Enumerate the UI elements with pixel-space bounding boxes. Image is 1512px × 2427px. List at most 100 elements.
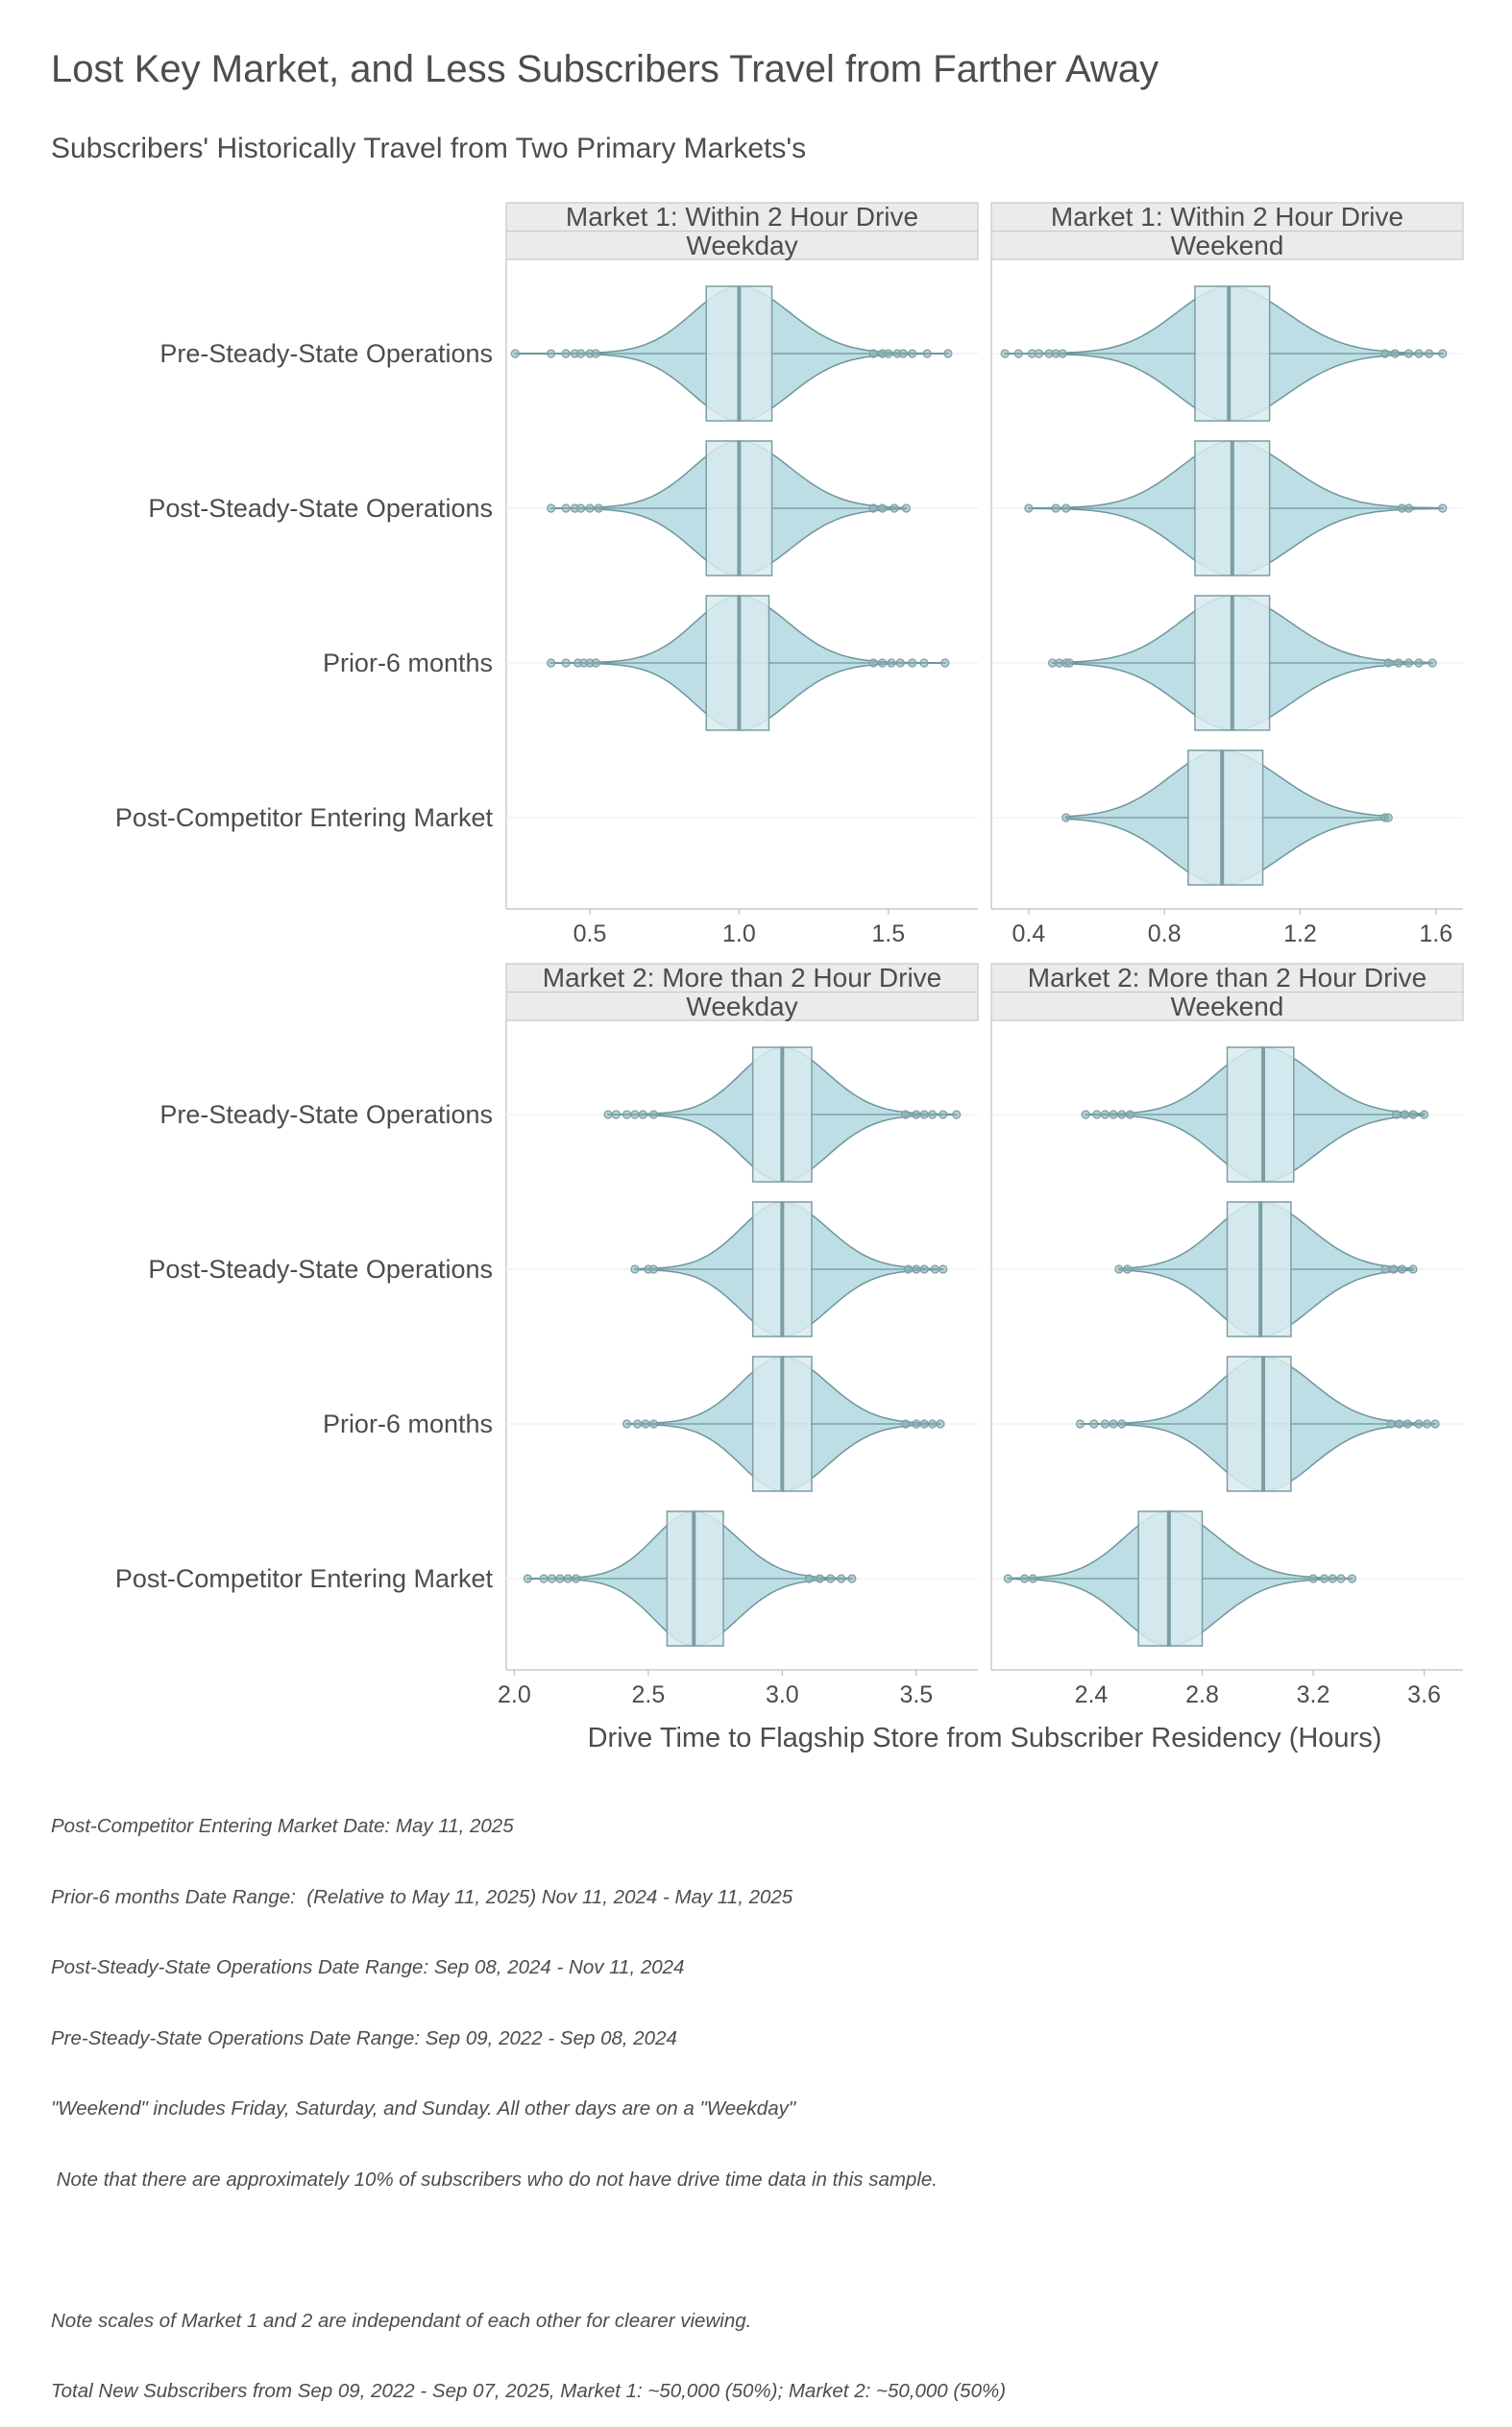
outlier-point	[1034, 349, 1044, 358]
outlier-point	[1403, 349, 1414, 358]
outlier-point	[1403, 503, 1414, 513]
outlier-point	[547, 658, 556, 668]
outlier-point	[622, 1419, 632, 1429]
outlier-point	[1403, 658, 1414, 668]
chart-subtitle: Subscribers' Historically Travel from Tw…	[51, 133, 807, 164]
x-tick-label: 1.2	[1283, 920, 1317, 947]
outlier-point	[1117, 1419, 1127, 1429]
outlier-point	[1402, 1419, 1412, 1429]
outlier-point	[571, 1574, 581, 1583]
outlier-point	[630, 1110, 640, 1119]
category-label: Prior-6 months	[323, 1410, 493, 1438]
footnote-line: "Weekend" includes Friday, Saturday, and…	[51, 2097, 796, 2120]
outlier-point	[877, 503, 888, 513]
box-iqr	[1226, 1046, 1295, 1183]
x-tick-label: 0.4	[1012, 920, 1045, 947]
outlier-point	[1422, 1419, 1432, 1429]
outlier-point	[633, 1419, 643, 1429]
x-tick-label: 1.0	[722, 920, 756, 947]
outlier-point	[1061, 813, 1071, 822]
outlier-point	[1319, 1574, 1329, 1583]
outlier-point	[1092, 1110, 1102, 1119]
outlier-point	[868, 503, 878, 513]
outlier-point	[1100, 1419, 1110, 1429]
outlier-point	[825, 1574, 836, 1583]
outlier-point	[1425, 349, 1434, 358]
outlier-point	[585, 503, 595, 513]
outlier-point	[523, 1574, 532, 1583]
outlier-point	[930, 1264, 939, 1274]
violin-group	[1000, 285, 1448, 422]
outlier-point	[1117, 1110, 1127, 1119]
outlier-point	[1058, 349, 1067, 358]
x-tick-label: 2.5	[631, 1681, 665, 1708]
category-label: Post-Steady-State Operations	[148, 1255, 493, 1284]
outlier-point	[903, 1264, 914, 1274]
outlier-point	[1380, 349, 1390, 358]
outlier-point	[547, 1574, 557, 1583]
violin-group	[1075, 1356, 1440, 1492]
outlier-point	[1438, 349, 1448, 358]
outlier-point	[648, 1110, 659, 1119]
outlier-point	[919, 1110, 929, 1119]
outlier-point	[877, 658, 888, 668]
strip-label: Weekend	[1171, 992, 1284, 1021]
outlier-point	[940, 658, 950, 668]
outlier-point	[603, 1110, 613, 1119]
outlier-point	[1109, 1419, 1118, 1429]
violin-group	[1081, 1046, 1429, 1183]
outlier-point	[1020, 1574, 1030, 1583]
outlier-point	[510, 349, 520, 358]
category-label: Pre-Steady-State Operations	[159, 339, 493, 368]
violin-group	[547, 440, 912, 576]
outlier-point	[1394, 658, 1403, 668]
violin-group	[523, 1510, 857, 1647]
category-label: Prior-6 months	[323, 649, 493, 677]
outlier-point	[611, 1110, 621, 1119]
outlier-point	[1081, 1110, 1090, 1119]
outlier-point	[804, 1574, 814, 1583]
outlier-point	[815, 1574, 825, 1583]
footnote-line: Note scales of Market 1 and 2 are indepe…	[51, 2309, 752, 2332]
outlier-point	[1028, 1574, 1037, 1583]
strip-label: Weekday	[686, 992, 797, 1021]
violin-group	[1024, 440, 1448, 576]
outlier-point	[1003, 1574, 1012, 1583]
footnote-line: Post-Competitor Entering Market Date: Ma…	[51, 1815, 514, 1837]
strip-label: Market 1: Within 2 Hour Drive	[1051, 202, 1403, 232]
outlier-point	[1100, 1110, 1110, 1119]
outlier-point	[1114, 1264, 1124, 1274]
outlier-point	[1308, 1574, 1318, 1583]
outlier-point	[594, 503, 603, 513]
outlier-point	[641, 1419, 650, 1429]
outlier-point	[901, 1419, 911, 1429]
box-iqr	[1194, 285, 1271, 422]
x-tick-label: 3.2	[1297, 1681, 1330, 1708]
strip-label: Market 2: More than 2 Hour Drive	[543, 963, 942, 993]
outlier-point	[927, 1110, 938, 1119]
outlier-point	[1390, 349, 1400, 358]
outlier-point	[555, 1574, 565, 1583]
outlier-point	[1125, 1110, 1135, 1119]
footnote-line: Pre-Steady-State Operations Date Range: …	[51, 2026, 677, 2049]
outlier-point	[908, 658, 917, 668]
outlier-point	[539, 1574, 549, 1583]
footnote-line	[51, 2239, 1006, 2263]
outlier-point	[561, 658, 571, 668]
outlier-point	[901, 1110, 911, 1119]
outlier-point	[591, 658, 600, 668]
outlier-point	[912, 1419, 921, 1429]
x-tick-label: 3.0	[766, 1681, 799, 1708]
footnote-line: Prior-6 months Date Range: (Relative to …	[51, 1885, 793, 1908]
chart-title: Lost Key Market, and Less Subscribers Tr…	[51, 48, 1159, 90]
outlier-point	[1383, 813, 1393, 822]
outlier-point	[591, 349, 600, 358]
footnote-line: Post-Steady-State Operations Date Range:…	[51, 1956, 685, 1978]
x-tick-label: 0.8	[1148, 920, 1182, 947]
outlier-point	[1013, 349, 1023, 358]
outlier-point	[919, 658, 929, 668]
outlier-point	[1408, 1110, 1418, 1119]
